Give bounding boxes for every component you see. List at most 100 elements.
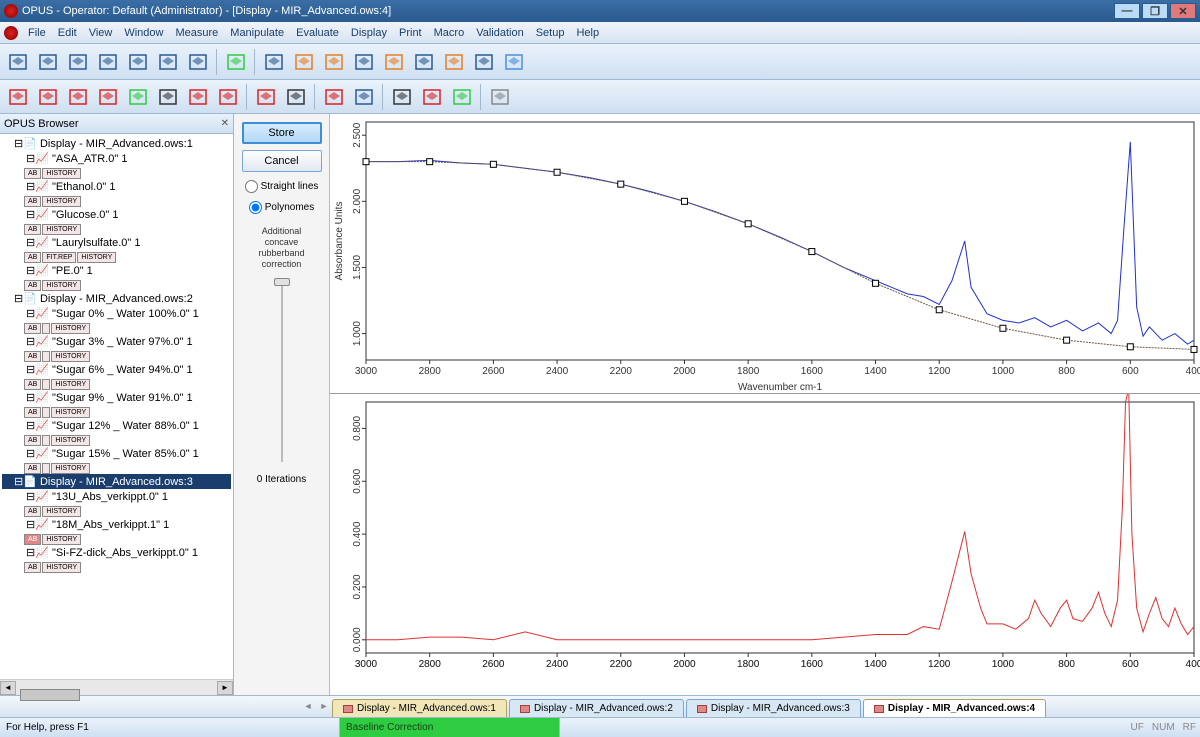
window-icon[interactable] <box>124 48 152 76</box>
polynomes-radio[interactable]: Polynomes <box>249 201 314 214</box>
menu-manipulate[interactable]: Manipulate <box>224 25 290 41</box>
tree-item[interactable]: ⊟📈 "Sugar 12% _ Water 88%.0" 1 <box>2 418 231 433</box>
browser-close-icon[interactable]: ✕ <box>221 118 229 129</box>
tab-scroll-right-icon[interactable]: ► <box>316 701 332 717</box>
open-icon[interactable] <box>4 48 32 76</box>
tab-scroll-left-icon[interactable]: ◄ <box>300 701 316 717</box>
menu-setup[interactable]: Setup <box>530 25 571 41</box>
d4-icon[interactable] <box>350 83 378 111</box>
close-button[interactable]: ✕ <box>1170 3 1196 19</box>
print-icon[interactable] <box>486 83 514 111</box>
store-button[interactable]: Store <box>242 122 322 144</box>
d5-icon[interactable] <box>388 83 416 111</box>
p6-icon[interactable] <box>184 83 212 111</box>
svg-text:0.600: 0.600 <box>352 468 363 493</box>
menu-help[interactable]: Help <box>570 25 605 41</box>
d2-icon[interactable] <box>282 83 310 111</box>
menu-validation[interactable]: Validation <box>470 25 530 41</box>
tree-item[interactable]: ⊟📈 "13U_Abs_verkippt.0" 1 <box>2 489 231 504</box>
tree-item[interactable]: ⊟📈 "Glucose.0" 1 <box>2 207 231 222</box>
app-menu-icon[interactable] <box>4 26 18 40</box>
d6-icon[interactable] <box>418 83 446 111</box>
svg-text:Absorbance Units: Absorbance Units <box>334 202 345 281</box>
peak2-icon[interactable] <box>380 48 408 76</box>
grid-icon[interactable] <box>290 48 318 76</box>
copy-icon[interactable] <box>94 48 122 76</box>
p2-icon[interactable] <box>34 83 62 111</box>
tree-item[interactable]: ⊟📈 "18M_Abs_verkippt.1" 1 <box>2 517 231 532</box>
tree-item[interactable]: ⊟📈 "Ethanol.0" 1 <box>2 179 231 194</box>
zoom-icon[interactable] <box>154 83 182 111</box>
d1-icon[interactable] <box>252 83 280 111</box>
measure-icon[interactable] <box>222 48 250 76</box>
peak4-icon[interactable] <box>440 48 468 76</box>
svg-text:2800: 2800 <box>419 366 442 377</box>
tree-item[interactable]: ⊟📈 "Laurylsulfate.0" 1 <box>2 235 231 250</box>
svg-text:1400: 1400 <box>864 659 887 670</box>
tree-group[interactable]: ⊟📄 Display - MIR_Advanced.ows:3 <box>2 474 231 489</box>
browser-scrollbar[interactable]: ◄ ► <box>0 679 233 695</box>
iterations-slider[interactable] <box>272 282 292 462</box>
browser-header: OPUS Browser ✕ <box>0 114 233 134</box>
svg-text:2200: 2200 <box>610 366 633 377</box>
p4-icon[interactable] <box>94 83 122 111</box>
cut-icon[interactable] <box>260 48 288 76</box>
list-icon[interactable] <box>470 48 498 76</box>
menu-print[interactable]: Print <box>393 25 428 41</box>
straight-lines-radio[interactable]: Straight lines <box>245 180 319 193</box>
tree-item[interactable]: ⊟📈 "Sugar 3% _ Water 97%.0" 1 <box>2 334 231 349</box>
peak3-icon[interactable] <box>410 48 438 76</box>
minimize-button[interactable]: — <box>1114 3 1140 19</box>
display-tab[interactable]: Display - MIR_Advanced.ows:1 <box>332 699 507 717</box>
baseline-control-panel: Store Cancel Straight lines Polynomes Ad… <box>234 114 330 695</box>
display-tab[interactable]: Display - MIR_Advanced.ows:4 <box>863 699 1046 717</box>
tree-item[interactable]: ⊟📈 "Si-FZ-dick_Abs_verkippt.0" 1 <box>2 545 231 560</box>
tree-group[interactable]: ⊟📄 Display - MIR_Advanced.ows:1 <box>2 136 231 151</box>
display-tab[interactable]: Display - MIR_Advanced.ows:3 <box>686 699 861 717</box>
browser-tree[interactable]: ⊟📄 Display - MIR_Advanced.ows:1⊟📈 "ASA_A… <box>0 134 233 679</box>
peak-pick-icon[interactable] <box>4 83 32 111</box>
tree-item[interactable]: ⊟📈 "Sugar 9% _ Water 91%.0" 1 <box>2 390 231 405</box>
scroll-right-icon[interactable]: ► <box>217 681 233 695</box>
svg-text:0.800: 0.800 <box>352 415 363 440</box>
maximize-button[interactable]: ❐ <box>1142 3 1168 19</box>
scroll-thumb[interactable] <box>20 689 80 701</box>
d3-icon[interactable] <box>320 83 348 111</box>
p7-icon[interactable] <box>214 83 242 111</box>
tree-item[interactable]: ⊟📈 "Sugar 0% _ Water 100%.0" 1 <box>2 306 231 321</box>
menu-window[interactable]: Window <box>118 25 169 41</box>
svg-text:1.000: 1.000 <box>352 321 363 346</box>
svg-text:1600: 1600 <box>801 659 824 670</box>
spectrum-plot-top[interactable]: 3000280026002400220020001800160014001200… <box>330 114 1200 394</box>
scroll-left-icon[interactable]: ◄ <box>0 681 16 695</box>
menu-measure[interactable]: Measure <box>169 25 224 41</box>
tree-item[interactable]: ⊟📈 "Sugar 15% _ Water 85%.0" 1 <box>2 446 231 461</box>
open2-icon[interactable] <box>34 48 62 76</box>
p3-icon[interactable] <box>64 83 92 111</box>
d7-icon[interactable] <box>448 83 476 111</box>
menu-macro[interactable]: Macro <box>428 25 471 41</box>
tree-group[interactable]: ⊟📄 Display - MIR_Advanced.ows:2 <box>2 291 231 306</box>
svg-text:2.500: 2.500 <box>352 122 363 147</box>
menu-view[interactable]: View <box>83 25 119 41</box>
script-icon[interactable] <box>154 48 182 76</box>
tree-item[interactable]: ⊟📈 "ASA_ATR.0" 1 <box>2 151 231 166</box>
menu-edit[interactable]: Edit <box>52 25 83 41</box>
normalize-icon[interactable] <box>320 48 348 76</box>
tree-item[interactable]: ⊟📈 "PE.0" 1 <box>2 263 231 278</box>
svg-text:1200: 1200 <box>928 366 951 377</box>
table-icon[interactable] <box>500 48 528 76</box>
display-tab[interactable]: Display - MIR_Advanced.ows:2 <box>509 699 684 717</box>
toolbar-secondary <box>0 80 1200 114</box>
unload-icon[interactable] <box>184 48 212 76</box>
menu-evaluate[interactable]: Evaluate <box>290 25 345 41</box>
cancel-button[interactable]: Cancel <box>242 150 322 172</box>
save-icon[interactable] <box>64 48 92 76</box>
peak1-icon[interactable] <box>350 48 378 76</box>
svg-text:1800: 1800 <box>737 366 760 377</box>
tree-item[interactable]: ⊟📈 "Sugar 6% _ Water 94%.0" 1 <box>2 362 231 377</box>
spectrum-plot-bottom[interactable]: 3000280026002400220020001800160014001200… <box>330 394 1200 695</box>
menu-display[interactable]: Display <box>345 25 393 41</box>
menu-file[interactable]: File <box>22 25 52 41</box>
p5-icon[interactable] <box>124 83 152 111</box>
